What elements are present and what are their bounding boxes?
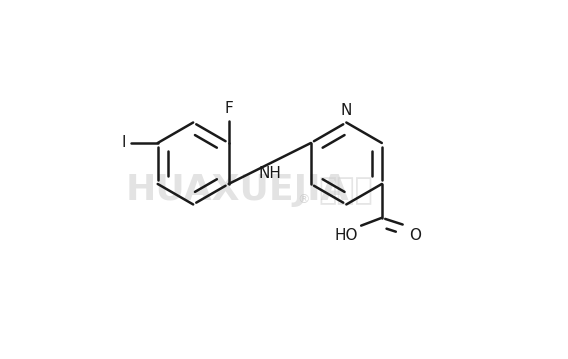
Text: HUAXUEJIA: HUAXUEJIA	[126, 173, 349, 207]
Text: I: I	[121, 135, 126, 150]
Text: F: F	[224, 101, 233, 116]
Text: 化学加: 化学加	[319, 176, 374, 205]
Text: NH: NH	[258, 166, 281, 181]
Text: HO: HO	[334, 228, 358, 243]
Text: O: O	[410, 228, 421, 243]
Text: ®: ®	[297, 193, 310, 206]
Text: N: N	[341, 103, 352, 117]
